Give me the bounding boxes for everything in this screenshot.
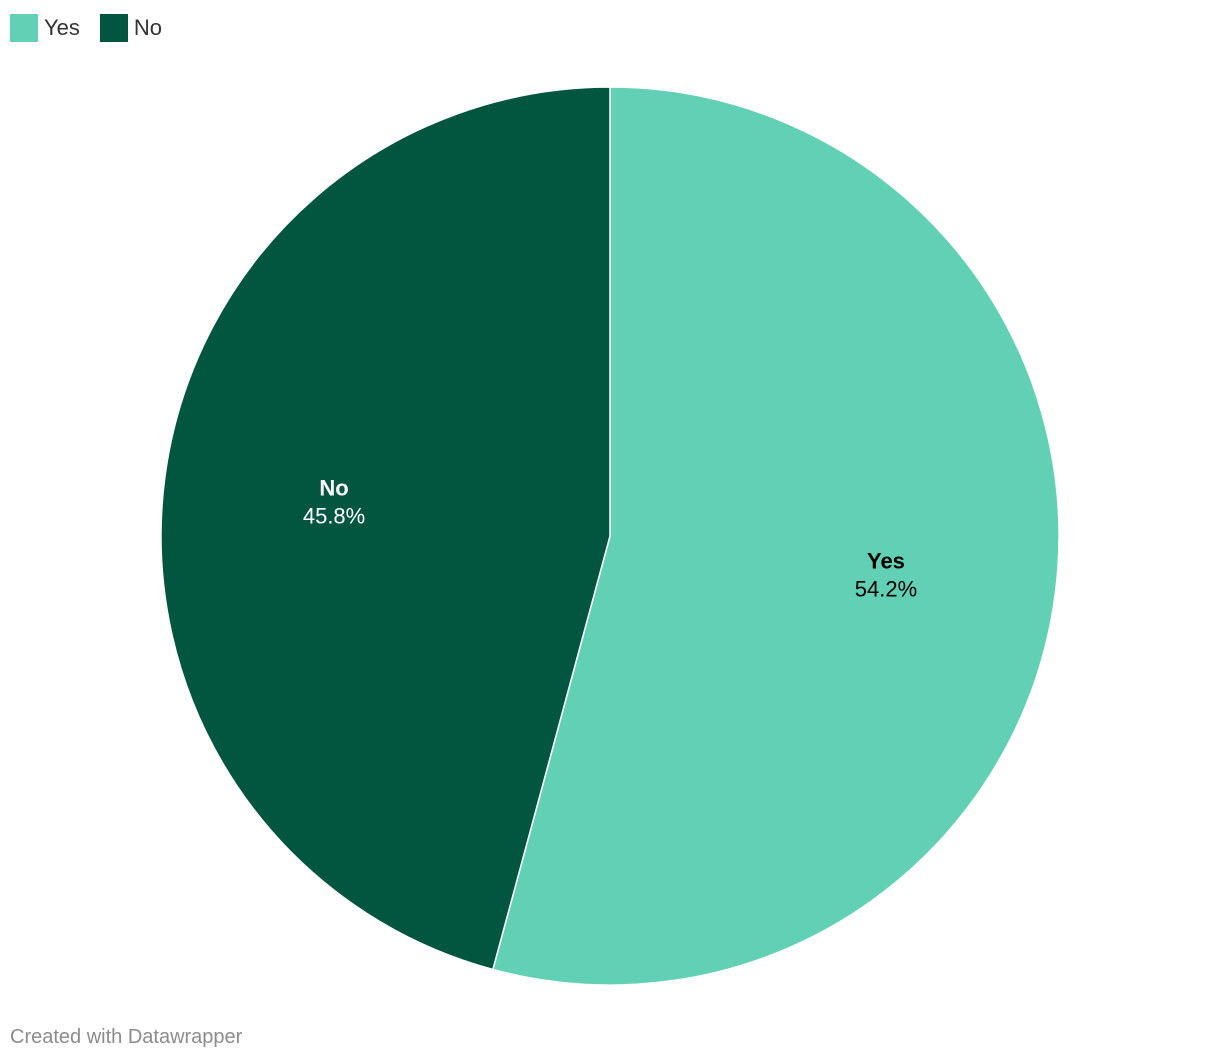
pie-slice-yes <box>491 86 1060 986</box>
slice-label-no: No <box>319 475 348 500</box>
legend-swatch-yes <box>10 14 38 42</box>
slice-value-no: 45.8% <box>303 503 365 528</box>
legend-item-no: No <box>99 14 163 42</box>
footer-credit: Created with Datawrapper <box>10 1026 243 1048</box>
legend-label-yes: Yes <box>44 15 80 40</box>
legend-label-no: No <box>133 15 163 40</box>
chart-legend: Yes No <box>10 14 162 42</box>
slice-label-yes: Yes <box>867 549 905 574</box>
legend-item-yes: Yes <box>10 14 80 42</box>
pie-slice-no <box>160 86 611 971</box>
slice-value-yes: 54.2% <box>855 577 917 602</box>
legend-swatch-no <box>99 14 128 42</box>
